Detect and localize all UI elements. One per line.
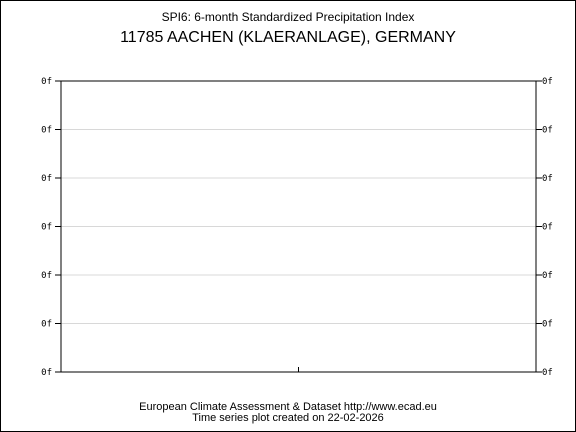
chart-title: SPI6: 6-month Standardized Precipitation… xyxy=(162,10,415,24)
y-axis-right-labels: 0f 0f 0f 0f 0f 0f 0f xyxy=(542,77,553,378)
chart-subtitle: 11785 AACHEN (KLAERANLAGE), GERMANY xyxy=(120,29,456,46)
y-axis-left-labels: 0f 0f 0f 0f 0f 0f 0f xyxy=(41,77,52,378)
y-tick-label-right: 0f xyxy=(542,320,553,330)
y-tick-label-left: 0f xyxy=(41,223,52,233)
footer-source: European Climate Assessment & Dataset ht… xyxy=(139,401,437,413)
y-tick-label-right: 0f xyxy=(542,271,553,281)
y-tick-label-right: 0f xyxy=(542,126,553,136)
y-tick-label-right: 0f xyxy=(542,223,553,233)
gridlines xyxy=(61,129,536,324)
y-tick-label-left: 0f xyxy=(41,320,52,330)
y-tick-label-left: 0f xyxy=(41,271,52,281)
y-tick-label-right: 0f xyxy=(542,77,553,87)
y-tick-label-left: 0f xyxy=(41,174,52,184)
y-tick-label-left: 0f xyxy=(41,77,52,87)
y-tick-label-right: 0f xyxy=(542,368,553,378)
footer-created: Time series plot created on 22-02-2026 xyxy=(192,412,384,424)
tick-marks xyxy=(55,80,542,373)
y-tick-label-left: 0f xyxy=(41,368,52,378)
y-tick-label-right: 0f xyxy=(542,174,553,184)
y-tick-label-left: 0f xyxy=(41,126,52,136)
